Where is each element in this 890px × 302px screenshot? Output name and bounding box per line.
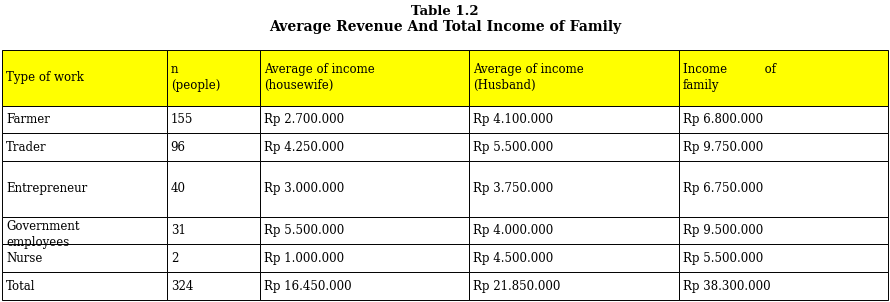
Text: Rp 4.500.000: Rp 4.500.000 — [473, 252, 554, 265]
Text: Type of work: Type of work — [6, 71, 84, 84]
Text: Average Revenue And Total Income of Family: Average Revenue And Total Income of Fami… — [269, 20, 621, 34]
Bar — [2, 244, 166, 272]
Bar — [470, 244, 679, 272]
Text: Rp 4.000.000: Rp 4.000.000 — [473, 224, 554, 237]
Bar — [470, 217, 679, 244]
Text: Rp 16.450.000: Rp 16.450.000 — [264, 280, 352, 293]
Text: Rp 3.000.000: Rp 3.000.000 — [264, 182, 344, 195]
Text: Entrepreneur: Entrepreneur — [6, 182, 87, 195]
Bar — [2, 272, 166, 300]
Bar — [470, 50, 679, 106]
Bar — [260, 161, 470, 217]
Bar — [2, 161, 166, 217]
Text: Nurse: Nurse — [6, 252, 43, 265]
Text: Income          of
family: Income of family — [683, 63, 776, 92]
Text: 155: 155 — [171, 113, 193, 126]
Bar — [166, 133, 260, 161]
Bar — [679, 50, 888, 106]
Bar — [470, 161, 679, 217]
Text: Rp 38.300.000: Rp 38.300.000 — [683, 280, 771, 293]
Text: Rp 4.100.000: Rp 4.100.000 — [473, 113, 554, 126]
Bar — [2, 50, 166, 106]
Text: 96: 96 — [171, 141, 186, 154]
Text: Rp 1.000.000: Rp 1.000.000 — [264, 252, 344, 265]
Bar — [679, 217, 888, 244]
Bar — [166, 217, 260, 244]
Bar — [2, 133, 166, 161]
Text: Rp 4.250.000: Rp 4.250.000 — [264, 141, 344, 154]
Bar — [470, 272, 679, 300]
Text: Rp 3.750.000: Rp 3.750.000 — [473, 182, 554, 195]
Text: 40: 40 — [171, 182, 186, 195]
Text: n
(people): n (people) — [171, 63, 220, 92]
Text: Table 1.2: Table 1.2 — [411, 5, 479, 18]
Text: Rp 6.750.000: Rp 6.750.000 — [683, 182, 763, 195]
Bar — [260, 244, 470, 272]
Bar — [166, 272, 260, 300]
Text: 2: 2 — [171, 252, 178, 265]
Bar — [166, 106, 260, 133]
Text: Rp 5.500.000: Rp 5.500.000 — [473, 141, 554, 154]
Bar — [166, 50, 260, 106]
Bar — [260, 217, 470, 244]
Text: Total: Total — [6, 280, 36, 293]
Bar — [166, 161, 260, 217]
Text: Rp 9.750.000: Rp 9.750.000 — [683, 141, 763, 154]
Text: Average of income
(housewife): Average of income (housewife) — [264, 63, 375, 92]
Text: Trader: Trader — [6, 141, 46, 154]
Bar — [166, 244, 260, 272]
Bar — [679, 133, 888, 161]
Text: Government
employees: Government employees — [6, 220, 79, 249]
Text: Rp 9.500.000: Rp 9.500.000 — [683, 224, 763, 237]
Bar — [470, 106, 679, 133]
Text: 324: 324 — [171, 280, 193, 293]
Text: 31: 31 — [171, 224, 186, 237]
Text: Average of income
(Husband): Average of income (Husband) — [473, 63, 584, 92]
Bar — [260, 133, 470, 161]
Text: Rp 21.850.000: Rp 21.850.000 — [473, 280, 561, 293]
Text: Rp 5.500.000: Rp 5.500.000 — [264, 224, 344, 237]
Bar — [260, 106, 470, 133]
Text: Rp 6.800.000: Rp 6.800.000 — [683, 113, 763, 126]
Bar — [260, 50, 470, 106]
Text: Rp 5.500.000: Rp 5.500.000 — [683, 252, 763, 265]
Bar — [260, 272, 470, 300]
Bar — [679, 244, 888, 272]
Text: Farmer: Farmer — [6, 113, 50, 126]
Bar — [679, 272, 888, 300]
Bar — [679, 106, 888, 133]
Bar — [470, 133, 679, 161]
Bar — [2, 106, 166, 133]
Bar — [679, 161, 888, 217]
Text: Rp 2.700.000: Rp 2.700.000 — [264, 113, 344, 126]
Bar — [2, 217, 166, 244]
